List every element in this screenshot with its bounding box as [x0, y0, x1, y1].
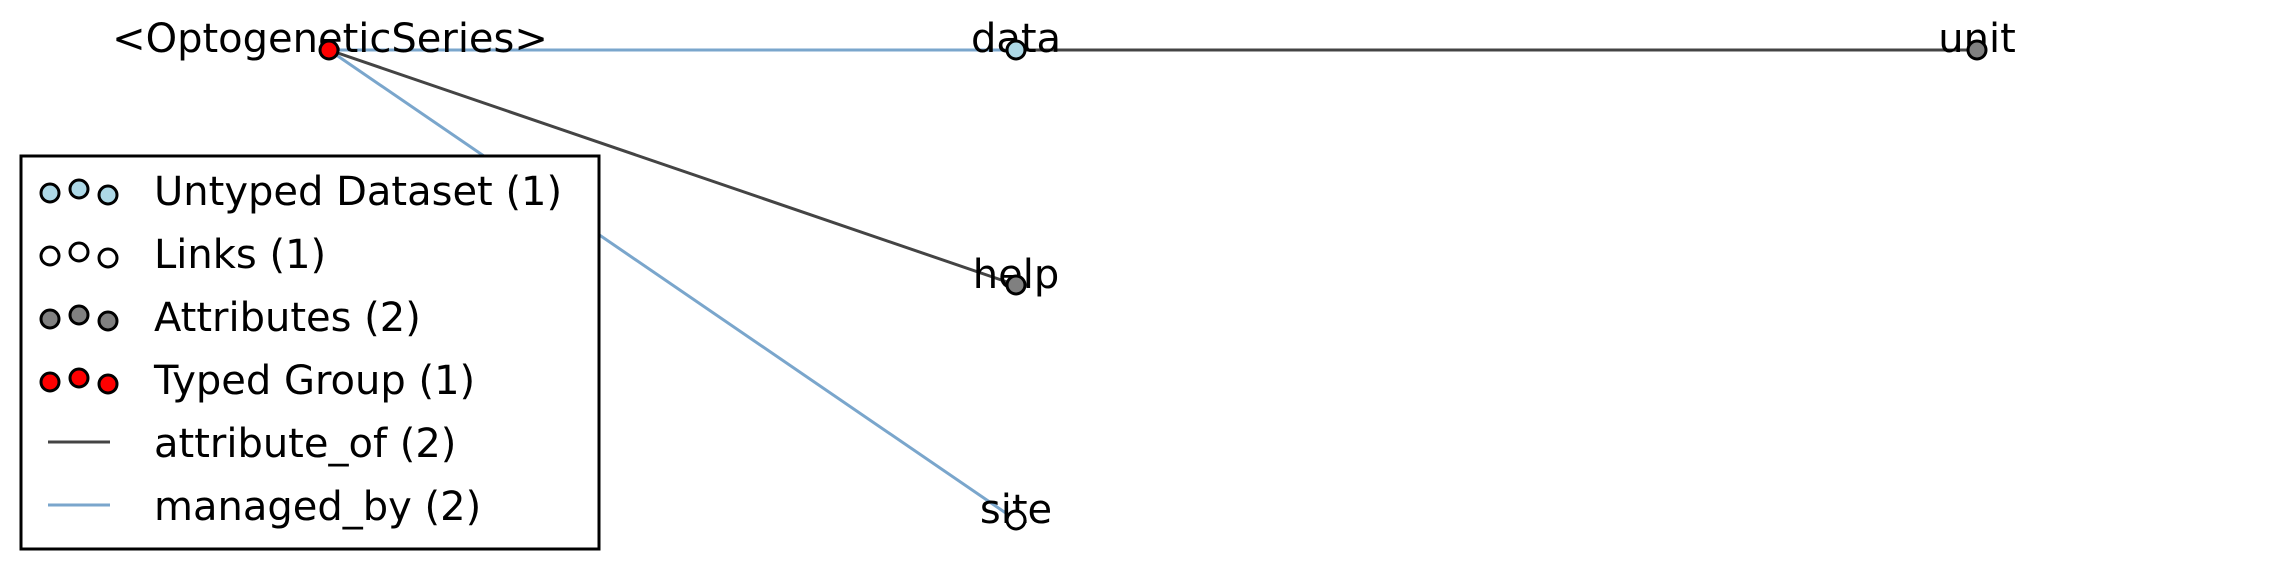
legend-label-attribute-of: attribute_of (2) [154, 421, 456, 467]
legend-marker-link [39, 245, 61, 267]
nodes-layer [318, 39, 1988, 531]
legend-marker-untyped-dataset [39, 182, 61, 204]
legend-marker-typed-group [39, 371, 61, 393]
legend-entry-typed-group: Typed Group (1) [39, 358, 475, 404]
legend-marker-link [68, 241, 90, 263]
legend: Untyped Dataset (1) Links (1) Attributes… [19, 154, 601, 551]
node-typed-group-optogenetic-series[interactable] [318, 39, 340, 61]
legend-label-typed-group: Typed Group (1) [153, 358, 475, 404]
legend-marker-typed-group [68, 367, 90, 389]
node-attribute-unit[interactable] [1966, 39, 1988, 61]
legend-marker-typed-group [97, 373, 119, 395]
legend-entry-attributes: Attributes (2) [39, 295, 421, 341]
legend-marker-untyped-dataset [68, 178, 90, 200]
legend-entry-untyped-dataset: Untyped Dataset (1) [39, 169, 562, 215]
legend-entry-managed-by: managed_by (2) [48, 484, 481, 530]
edge-attribute-of-root-help [328, 48, 1017, 287]
node-attribute-help[interactable] [1005, 274, 1027, 296]
legend-marker-untyped-dataset [97, 184, 119, 206]
legend-label-managed-by: managed_by (2) [154, 484, 481, 530]
node-untyped-dataset-data[interactable] [1005, 39, 1027, 61]
legend-label-untyped-dataset: Untyped Dataset (1) [154, 169, 562, 215]
legend-marker-attribute [39, 308, 61, 330]
legend-marker-link [97, 247, 119, 269]
edges-layer [328, 48, 1977, 522]
legend-frame [19, 154, 601, 551]
legend-entry-attribute-of: attribute_of (2) [48, 421, 456, 467]
node-link-site[interactable] [1005, 509, 1027, 531]
legend-entry-links: Links (1) [39, 232, 326, 278]
legend-marker-attribute [68, 304, 90, 326]
edge-managed-by-root-site [328, 48, 1017, 522]
legend-marker-attribute [97, 310, 119, 332]
legend-label-links: Links (1) [154, 232, 326, 278]
legend-label-attributes: Attributes (2) [154, 295, 421, 341]
